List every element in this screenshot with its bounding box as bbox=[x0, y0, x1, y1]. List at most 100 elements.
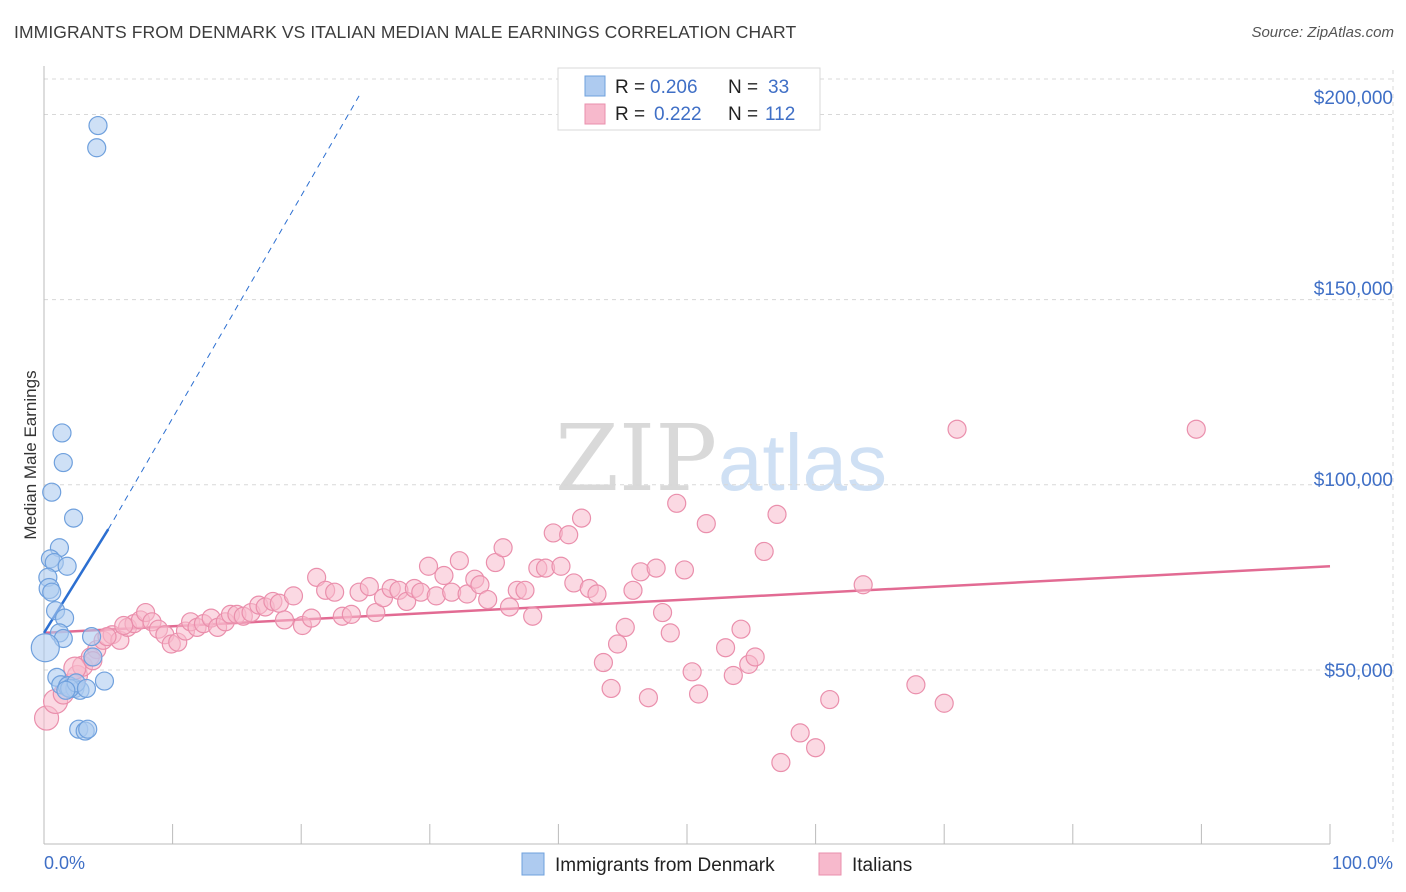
legend-swatch-denmark bbox=[584, 75, 606, 97]
series-legend: Immigrants from Denmark Italians bbox=[521, 852, 912, 876]
italians-point-74 bbox=[571, 508, 592, 528]
source-credit: Source: ZipAtlas.com bbox=[1251, 24, 1394, 41]
y-tick-label-50000: $50,000 bbox=[1324, 661, 1393, 682]
italians-point-94 bbox=[731, 619, 751, 639]
y-axis-label: Median Male Earnings bbox=[21, 370, 40, 539]
italians-point-35 bbox=[274, 610, 295, 630]
bottom-legend-label-italians: Italians bbox=[852, 855, 912, 876]
italians-point-87 bbox=[667, 493, 687, 513]
denmark-point-29 bbox=[76, 678, 97, 699]
italians-point-58 bbox=[457, 584, 477, 604]
italians-point-67 bbox=[523, 606, 543, 626]
italians-point-38 bbox=[301, 608, 322, 628]
denmark-point-2 bbox=[52, 423, 72, 443]
x-tick-label-min: 0.0% bbox=[44, 853, 85, 873]
denmark-point-1 bbox=[87, 138, 107, 158]
italians-point-66 bbox=[515, 580, 535, 600]
italians-point-53 bbox=[418, 556, 439, 576]
italians-point-43 bbox=[341, 604, 361, 624]
italians-point-107 bbox=[1186, 419, 1206, 439]
denmark-point-32 bbox=[78, 719, 98, 739]
italians-point-91 bbox=[696, 514, 716, 534]
denmark-point-16 bbox=[81, 627, 102, 647]
italians-point-105 bbox=[934, 693, 954, 713]
italians-point-85 bbox=[652, 602, 673, 623]
italians-point-64 bbox=[499, 597, 520, 617]
watermark-atlas: atlas bbox=[718, 418, 887, 507]
legend-n-value-italians: 112 bbox=[765, 104, 795, 125]
italians-point-98 bbox=[767, 504, 787, 525]
denmark-point-4 bbox=[42, 482, 62, 502]
italians-point-72 bbox=[559, 525, 579, 545]
denmark-point-5 bbox=[63, 508, 84, 528]
italians-point-88 bbox=[674, 560, 695, 580]
italians-point-96 bbox=[745, 647, 765, 667]
x-tick-label-max: 100.0% bbox=[1332, 853, 1393, 873]
italians-point-104 bbox=[906, 675, 926, 695]
legend-n-label-italians: N = bbox=[728, 104, 763, 125]
italians-point-89 bbox=[682, 662, 702, 682]
italians-point-63 bbox=[493, 538, 513, 558]
denmark-point-21 bbox=[94, 671, 115, 691]
legend-n-label-denmark: N = bbox=[728, 77, 763, 98]
italians-point-99 bbox=[771, 752, 791, 773]
italians-point-55 bbox=[434, 565, 454, 586]
legend-r-value-italians: 0.222 bbox=[654, 104, 702, 125]
denmark-point-28 bbox=[56, 680, 76, 700]
italians-point-102 bbox=[820, 689, 840, 710]
italians-point-83 bbox=[638, 688, 659, 708]
italians-point-93 bbox=[723, 665, 743, 686]
italians-point-61 bbox=[478, 589, 498, 610]
y-tick-label-200000: $200,000 bbox=[1314, 88, 1393, 109]
italians-point-81 bbox=[623, 580, 643, 600]
legend-r-label-denmark: R = bbox=[615, 77, 650, 98]
italians-point-103 bbox=[853, 575, 873, 595]
bottom-legend-label-denmark: Immigrants from Denmark bbox=[555, 855, 775, 876]
y-tick-label-150000: $150,000 bbox=[1314, 279, 1393, 300]
chart-title: IMMIGRANTS FROM DENMARK VS ITALIAN MEDIA… bbox=[14, 22, 797, 42]
italians-point-76 bbox=[587, 584, 607, 604]
italians-point-101 bbox=[805, 738, 826, 758]
trend-lines bbox=[42, 95, 1331, 635]
italians-point-90 bbox=[688, 684, 709, 704]
italians-point-106 bbox=[947, 419, 967, 439]
italians-point-36 bbox=[283, 586, 304, 606]
italians-point-62 bbox=[485, 552, 505, 573]
italians-point-41 bbox=[325, 582, 345, 602]
legend-r-label-italians: R = bbox=[615, 104, 650, 125]
italians-point-60 bbox=[470, 575, 490, 595]
denmark-point-12 bbox=[42, 582, 62, 602]
italians-point-92 bbox=[715, 638, 736, 658]
watermark-zip: ZIP bbox=[555, 405, 717, 512]
italians-point-80 bbox=[615, 617, 635, 637]
legend-n-value-denmark: 33 bbox=[768, 77, 789, 98]
italians-point-77 bbox=[593, 652, 614, 673]
italians-point-46 bbox=[366, 602, 386, 623]
denmark-points bbox=[30, 115, 115, 741]
trend-line-italians bbox=[43, 565, 1331, 635]
italians-point-97 bbox=[754, 541, 774, 562]
italians-point-79 bbox=[607, 634, 628, 654]
y-tick-label-100000: $100,000 bbox=[1314, 470, 1393, 491]
bottom-legend-swatch-italians bbox=[818, 852, 842, 876]
denmark-point-19 bbox=[83, 647, 103, 667]
denmark-point-0 bbox=[88, 115, 108, 136]
denmark-point-9 bbox=[57, 556, 77, 576]
italians-point-100 bbox=[790, 723, 810, 743]
bottom-legend-swatch-denmark bbox=[521, 852, 545, 876]
trend-line-denmark-extension bbox=[107, 95, 360, 530]
italians-point-71 bbox=[551, 556, 571, 576]
italians-point-78 bbox=[601, 678, 621, 699]
italians-point-86 bbox=[660, 623, 680, 643]
italians-point-111 bbox=[114, 615, 134, 636]
denmark-point-18 bbox=[30, 633, 60, 663]
denmark-point-3 bbox=[53, 452, 73, 473]
correlation-legend: R = 0.206 N = 33 R = 0.222 N = 112 bbox=[557, 67, 821, 131]
legend-r-value-denmark: 0.206 bbox=[650, 77, 698, 98]
legend-swatch-italians bbox=[584, 103, 606, 125]
axes bbox=[43, 66, 1331, 845]
italians-points bbox=[33, 419, 1206, 773]
italians-point-84 bbox=[646, 558, 666, 578]
italians-point-57 bbox=[449, 551, 469, 571]
